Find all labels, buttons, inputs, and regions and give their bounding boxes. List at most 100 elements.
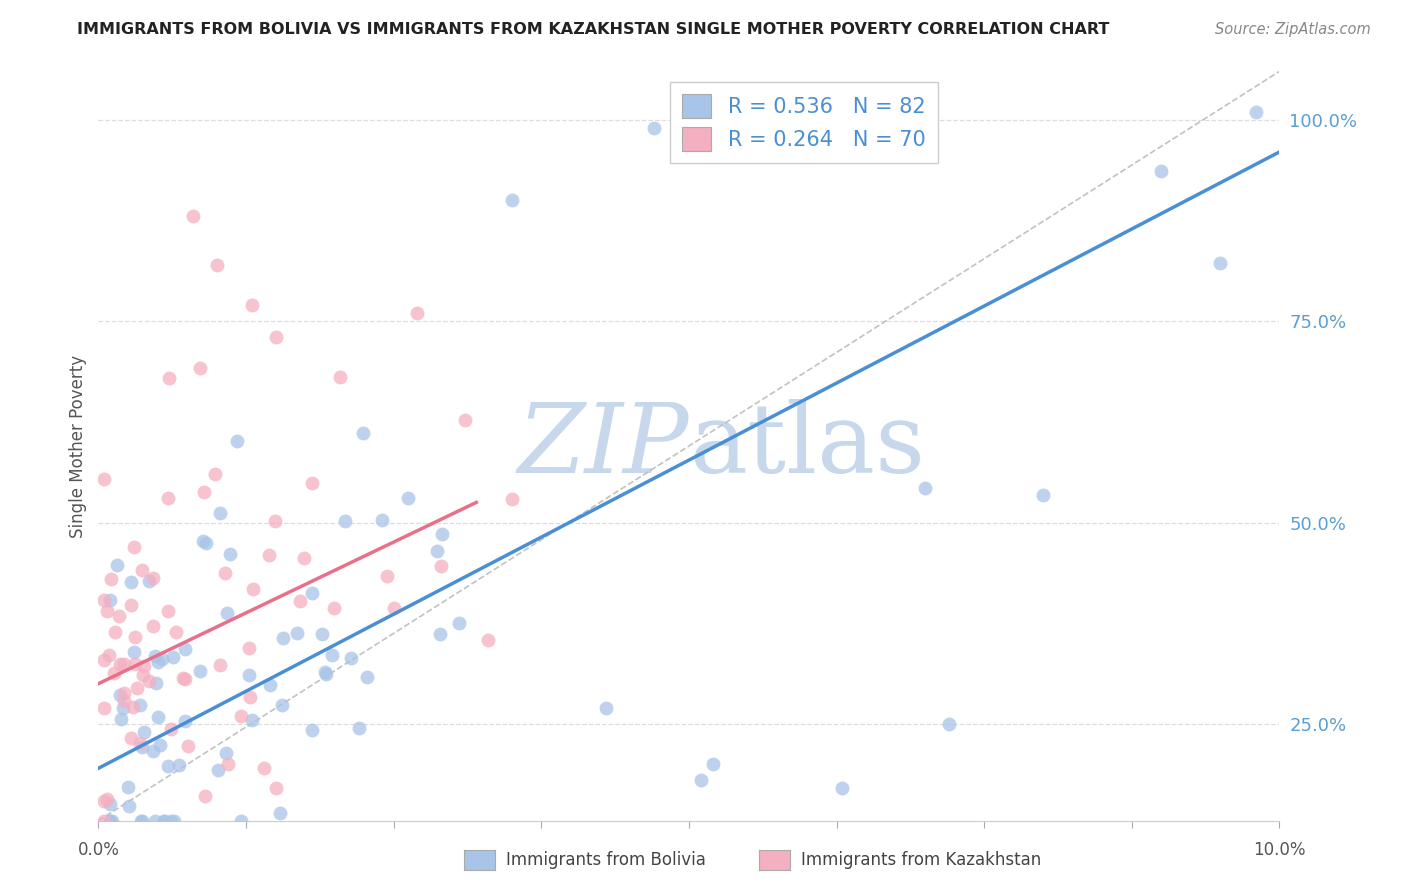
- Point: [217, 757, 239, 772]
- Point: [264, 781, 287, 796]
- Point: [194, 536, 217, 550]
- Point: [98, 593, 121, 607]
- Point: [831, 781, 853, 796]
- Point: [501, 491, 523, 506]
- Point: [215, 747, 238, 761]
- Point: [167, 758, 190, 772]
- Point: [352, 426, 374, 441]
- Point: [406, 306, 429, 320]
- Point: [207, 763, 229, 777]
- Point: [145, 814, 167, 828]
- Point: [149, 738, 172, 752]
- Point: [150, 651, 173, 665]
- Point: [429, 627, 451, 641]
- Point: [314, 665, 336, 680]
- Point: [321, 648, 343, 662]
- Point: [124, 657, 146, 671]
- Point: [311, 627, 333, 641]
- Text: Immigrants from Bolivia: Immigrants from Bolivia: [506, 851, 706, 869]
- Point: [208, 506, 231, 520]
- Point: [122, 645, 145, 659]
- Point: [153, 814, 176, 828]
- Point: [131, 739, 153, 754]
- Point: [146, 709, 169, 723]
- Point: [142, 619, 165, 633]
- Point: [643, 120, 665, 135]
- Point: [96, 604, 118, 618]
- Point: [160, 814, 183, 828]
- Point: [98, 797, 121, 811]
- Point: [595, 701, 617, 715]
- Point: [145, 676, 167, 690]
- Point: [1244, 104, 1267, 119]
- Point: [153, 814, 176, 828]
- Legend: R = 0.536   N = 82, R = 0.264   N = 70: R = 0.536 N = 82, R = 0.264 N = 70: [669, 82, 938, 163]
- Point: [177, 739, 200, 753]
- Point: [333, 514, 356, 528]
- Point: [172, 671, 194, 685]
- Point: [301, 586, 323, 600]
- Point: [340, 651, 363, 665]
- Point: [138, 574, 160, 588]
- Point: [193, 485, 215, 500]
- Point: [93, 653, 115, 667]
- Point: [174, 642, 197, 657]
- Point: [118, 798, 141, 813]
- Point: [218, 547, 240, 561]
- Point: [447, 616, 470, 631]
- Point: [122, 700, 145, 714]
- Point: [100, 572, 122, 586]
- Text: Immigrants from Kazakhstan: Immigrants from Kazakhstan: [801, 851, 1042, 869]
- Point: [253, 761, 276, 775]
- Point: [264, 514, 287, 528]
- Point: [1150, 164, 1173, 178]
- Point: [347, 721, 370, 735]
- Point: [240, 298, 263, 312]
- Point: [162, 650, 184, 665]
- Point: [208, 658, 231, 673]
- Point: [375, 568, 398, 582]
- Point: [157, 370, 180, 384]
- Point: [501, 194, 523, 208]
- Point: [264, 330, 287, 344]
- Point: [271, 698, 294, 712]
- Point: [156, 604, 179, 618]
- Point: [432, 526, 454, 541]
- Point: [93, 814, 115, 828]
- Point: [285, 625, 308, 640]
- Point: [205, 258, 228, 272]
- Point: [125, 681, 148, 695]
- Point: [257, 548, 280, 562]
- Point: [396, 491, 419, 505]
- Text: 10.0%: 10.0%: [1253, 841, 1306, 859]
- Point: [131, 814, 153, 828]
- Point: [425, 544, 447, 558]
- Point: [96, 792, 118, 806]
- Point: [269, 805, 291, 820]
- Point: [238, 668, 260, 682]
- Point: [329, 369, 352, 384]
- Point: [117, 780, 139, 794]
- Point: [689, 773, 711, 788]
- Point: [131, 563, 153, 577]
- Point: [93, 794, 115, 808]
- Point: [112, 657, 135, 671]
- Point: [702, 757, 724, 772]
- Point: [323, 601, 346, 615]
- Point: [938, 717, 960, 731]
- Point: [238, 641, 260, 656]
- Y-axis label: Single Mother Poverty: Single Mother Poverty: [69, 354, 87, 538]
- Point: [288, 594, 311, 608]
- Point: [104, 625, 127, 640]
- Point: [477, 632, 499, 647]
- Point: [142, 571, 165, 585]
- Point: [93, 700, 115, 714]
- Point: [112, 685, 135, 699]
- Point: [131, 814, 153, 828]
- Point: [292, 550, 315, 565]
- Point: [157, 758, 180, 772]
- Point: [128, 698, 150, 712]
- Point: [157, 491, 180, 505]
- Point: [1032, 488, 1054, 502]
- Point: [191, 534, 214, 549]
